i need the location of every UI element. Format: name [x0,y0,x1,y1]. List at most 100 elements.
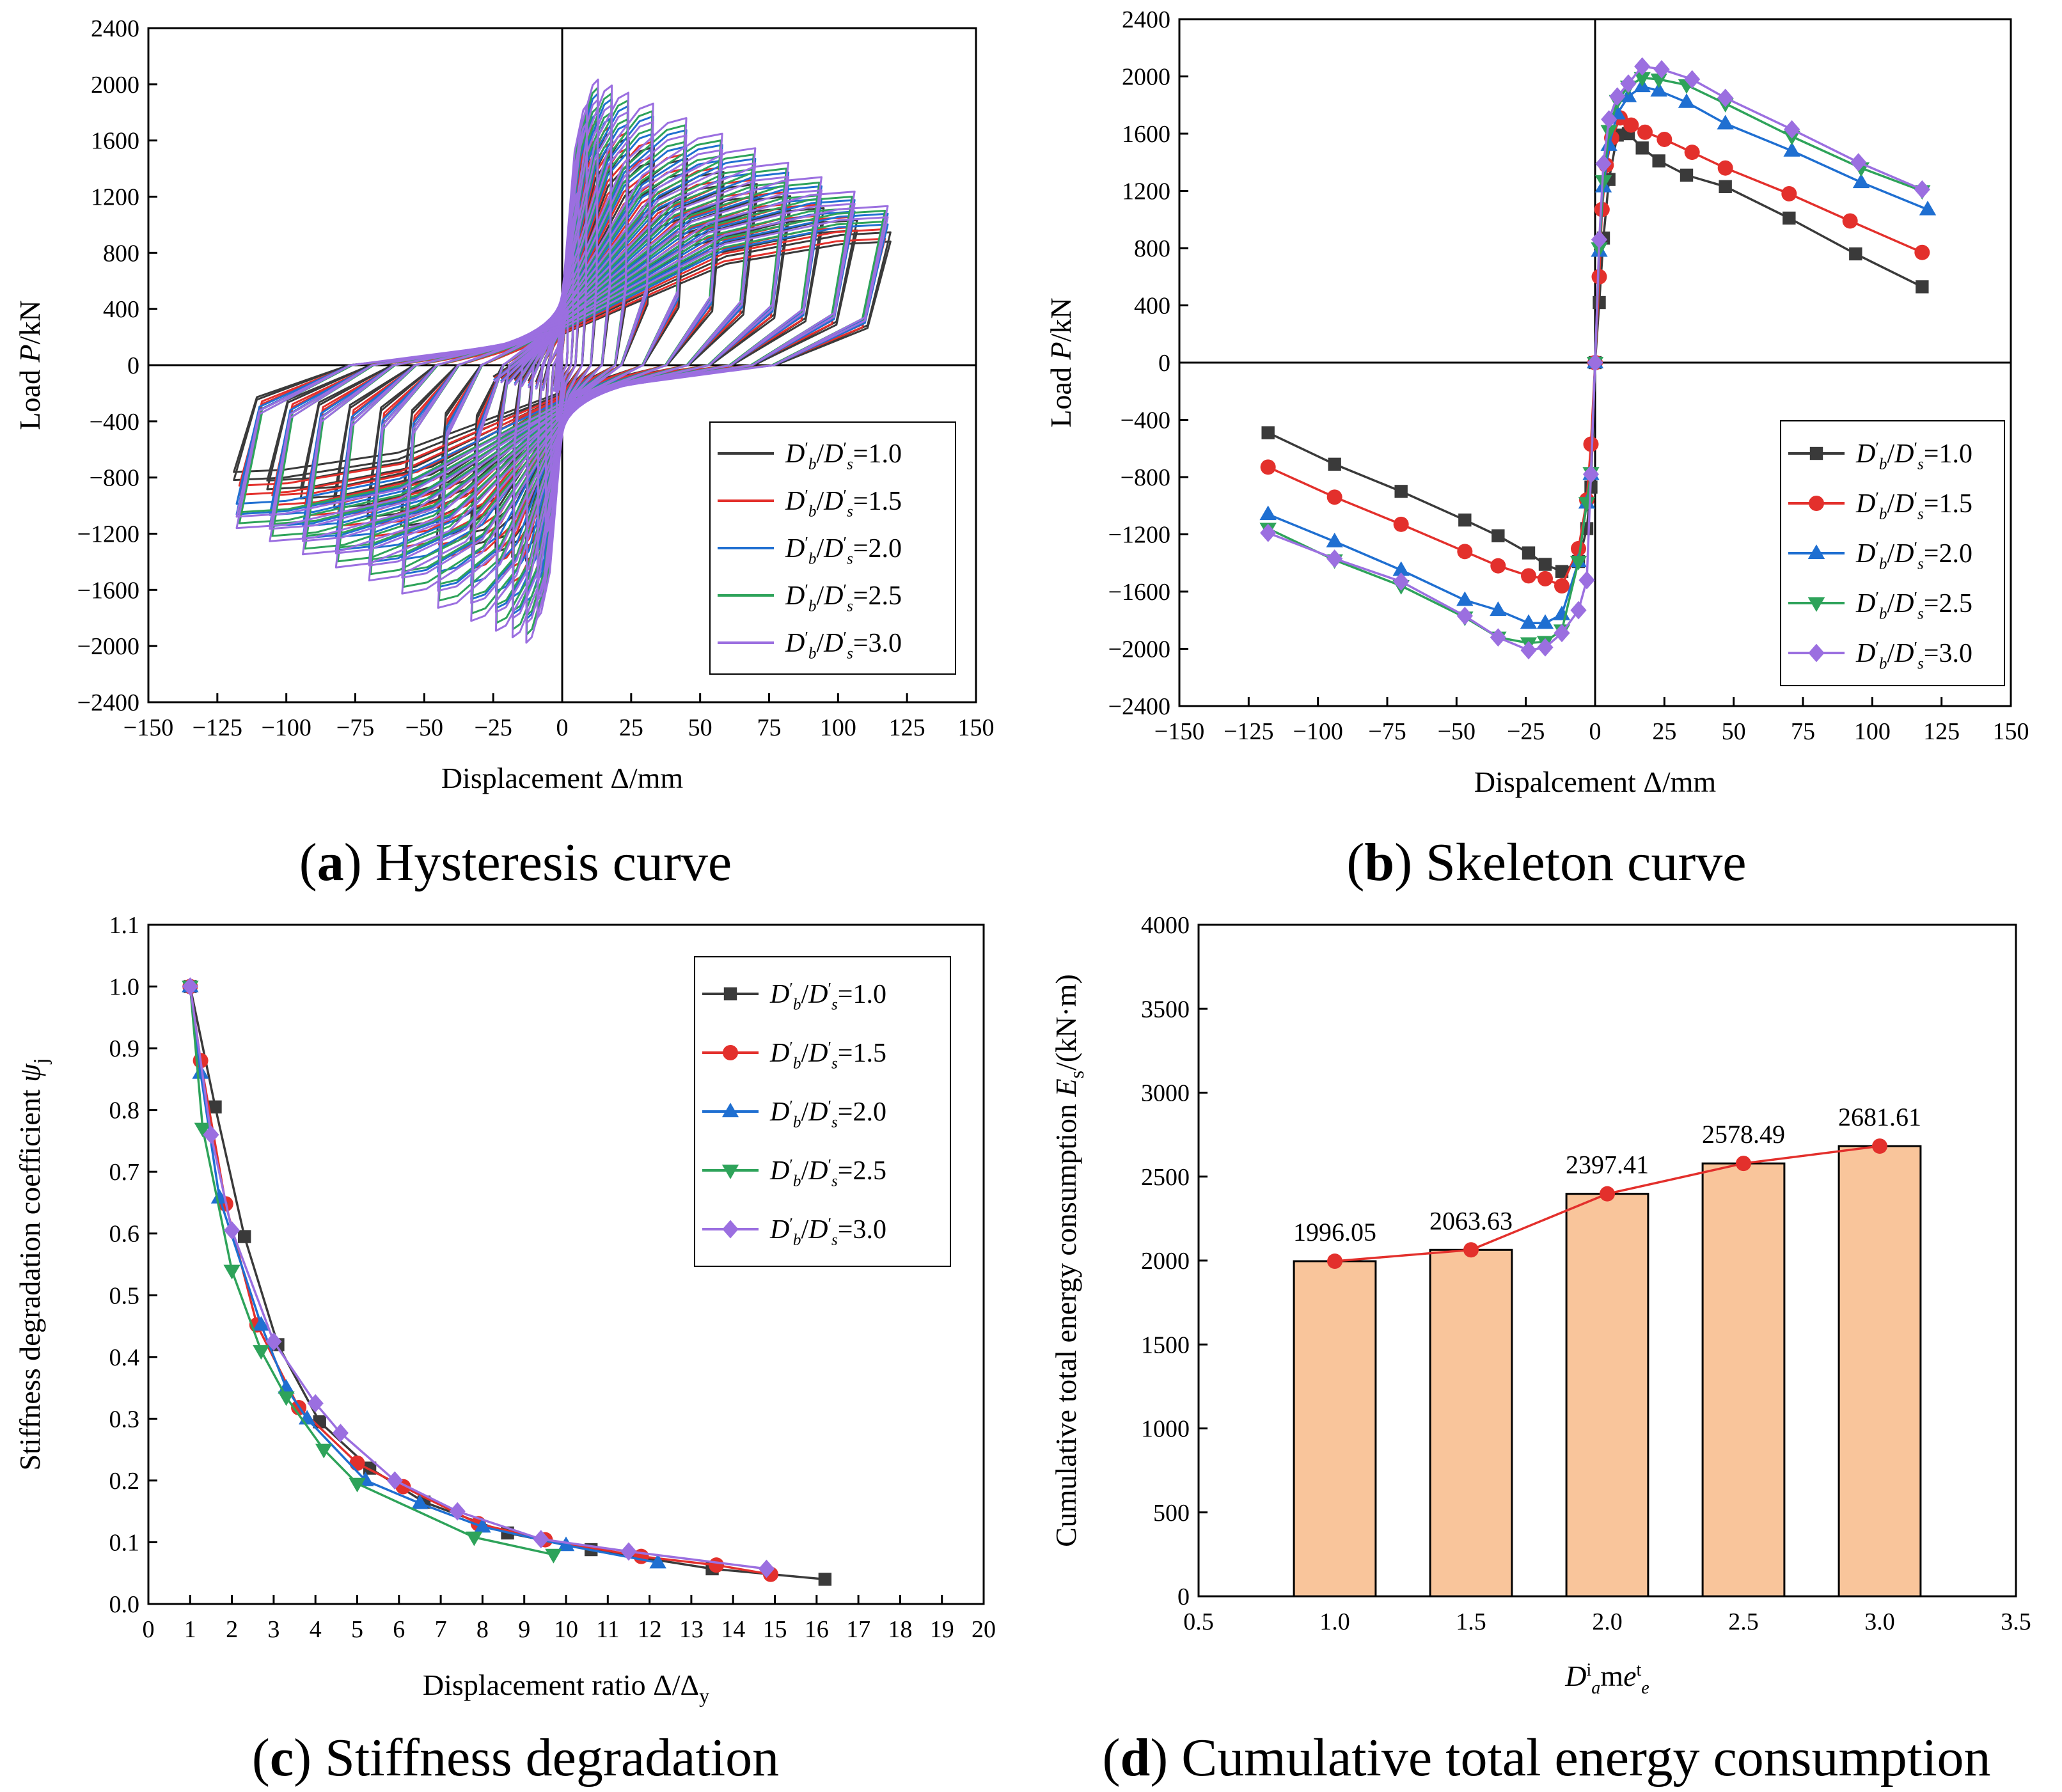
data-point [1852,173,1870,189]
y-axis: −2400 −2000 −1600 −1200 −800 −400 0 400 800 1200 1… [77,15,157,716]
series-line [189,986,767,1570]
y-tick-label: 0 [1158,350,1170,377]
data-point [1633,72,1651,87]
y-tick-label: 2000 [1141,1248,1190,1275]
data-point [1457,544,1473,560]
data-point [1717,160,1733,176]
y-tick-label: 2000 [1122,64,1170,91]
y-tick-label: 0.9 [109,1035,140,1062]
legend-label: D′b/D′s=1.0 [1855,439,1972,473]
x-tick-label: 13 [679,1616,704,1643]
y-tick-label: 0.7 [109,1159,140,1186]
y-tick-label: 1200 [91,184,139,211]
data-point [1736,1156,1751,1172]
data-point [1609,87,1626,106]
y-tick-label: 1000 [1141,1416,1190,1443]
hysteresis-series [235,78,889,644]
x-tick-label: 1.0 [1319,1608,1350,1635]
data-label: 2063.63 [1429,1206,1513,1235]
x-tick-label: 3 [267,1616,279,1643]
x-tick-label: −75 [336,714,374,741]
x-tick-label: 0 [143,1616,155,1643]
data-point [1490,601,1507,617]
data-point [1601,110,1617,129]
data-point [1491,529,1505,542]
y-axis-title: Load P/kN [13,300,46,430]
data-point [210,1188,228,1204]
data-point [1842,213,1858,229]
x-tick-label: 0 [1589,718,1602,745]
data-point [1458,513,1472,527]
y-tick-label: 1600 [91,128,139,155]
data-point [1680,168,1694,182]
data-point [1463,1242,1479,1258]
data-point [1260,523,1277,542]
data-point [1328,457,1341,471]
legend-label: D′b/D′s=3.0 [1855,639,1972,673]
data-point [1456,606,1473,625]
x-tick-label: 25 [619,714,643,741]
x-tick-label: 11 [596,1616,620,1643]
y-tick-label: 0.5 [109,1282,140,1309]
x-axis: 0.5 1.0 1.5 2.0 2.5 3.0 3.5 [1183,1587,2031,1635]
legend-label: D′b/D′s=1.5 [785,487,902,521]
data-point [278,1391,295,1406]
y-tick-label: 800 [103,240,139,267]
data-point [1623,117,1639,133]
hysteresis-loop [302,176,822,556]
data-point [1392,561,1410,576]
x-tick-label: 17 [846,1616,870,1643]
data-point [466,1531,483,1546]
legend: D′b/D′s=1.0 D′b/D′s=1.5 D′b/D′s=2.0 D′b/D′s… [709,421,956,675]
data-point [315,1443,333,1459]
y-tick-label: −400 [1121,407,1170,434]
bar [1838,1145,1922,1598]
data-point [1657,131,1672,147]
y-tick-label: −2000 [1108,636,1170,663]
y-tick-label: −2400 [77,689,139,716]
x-tick-label: 19 [930,1616,954,1643]
y-tick-label: 1200 [1122,178,1170,205]
skeleton-series [1260,57,1930,660]
data-point [1490,628,1506,647]
y-tick-label: 800 [1134,235,1170,262]
y-tick-label: 0.8 [109,1097,140,1124]
data-point [1587,353,1603,372]
data-point [649,1553,666,1569]
data-label: 2578.49 [1702,1120,1785,1149]
legend-label: D′b/D′s=2.0 [769,1097,886,1131]
x-tick-label: 0.5 [1183,1608,1214,1635]
x-tick-label: 1.5 [1456,1608,1486,1635]
x-tick-label: 25 [1652,718,1676,745]
hysteresis-loop [235,205,889,530]
y-tick-label: 0 [127,352,139,379]
y-tick-label: 3500 [1141,996,1190,1023]
x-tick-label: 125 [1923,718,1960,745]
data-point [332,1424,349,1442]
data-point [1807,544,1825,559]
x-tick-label: 2 [226,1616,238,1643]
data-point [1650,82,1667,97]
y-tick-label: 2400 [1122,6,1170,33]
trend-line: 1996.05 2063.63 2397.41 2578.49 2681.61 [1293,1103,1921,1269]
data-point [1717,114,1734,130]
data-point [1916,280,1929,294]
data-point [1260,459,1276,475]
y-tick-label: 2400 [91,15,139,42]
data-point [237,1230,251,1243]
data-point [758,1559,775,1578]
bars [1293,1145,1922,1598]
y-tick-label: −800 [1121,464,1170,491]
x-tick-label: −125 [193,714,242,741]
legend-label: D′b/D′s=2.5 [769,1156,886,1190]
x-tick-label: −150 [123,714,173,741]
data-point [818,1573,832,1586]
y-axis-title: Stiffness degradation coefficient ψj [13,1058,52,1470]
x-axis: 0 1 2 3 4 5 6 7 8 9 10 11 12 13 14 15 16 17 18 19 20 [143,1595,996,1643]
skeleton-chart: −150 −125 −100 −75 −50 −25 0 25 50 75 100 125 150 −24… [1044,6,2029,798]
data-point [1634,57,1651,76]
stiffness-series [182,977,775,1578]
data-point [1914,244,1930,260]
data-point [1522,546,1536,560]
legend-label: D′b/D′s=3.0 [769,1215,886,1249]
